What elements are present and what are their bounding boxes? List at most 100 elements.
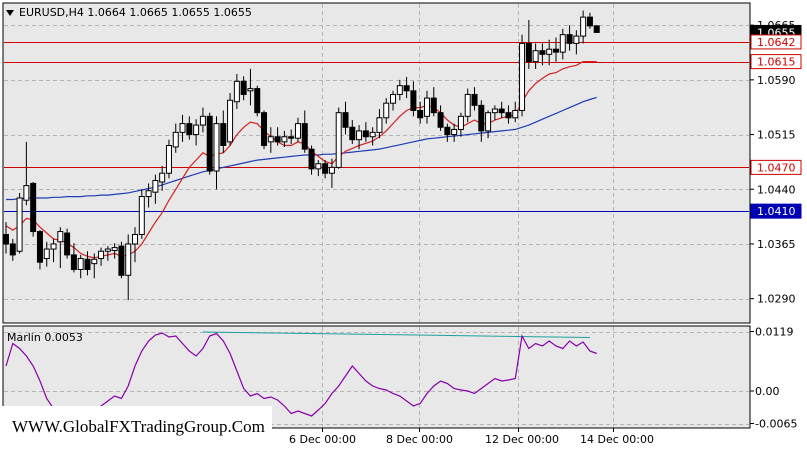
price-label-box [750, 159, 802, 175]
bullish-candle-body [138, 196, 145, 235]
bullish-candle-body [145, 190, 152, 198]
price-label-text: 1.0410 [757, 205, 796, 218]
candle [70, 243, 77, 273]
bearish-candle-body [525, 42, 532, 63]
bearish-candle-body [322, 163, 329, 174]
candle [485, 110, 492, 139]
candle [294, 117, 301, 142]
bullish-candle-body [294, 123, 301, 139]
price-tick-label: 1.0515 [757, 129, 796, 142]
candles [3, 10, 600, 301]
candle [491, 105, 498, 120]
bullish-candle-body [491, 108, 498, 114]
price-label-red: 1.0615 [750, 54, 802, 70]
bullish-candle-body [369, 131, 376, 138]
ohlc-values: 1.0664 1.0665 1.0655 1.0655 [87, 6, 251, 19]
bearish-candle-body [308, 148, 315, 170]
bullish-candle-body [356, 130, 363, 141]
bullish-candle-body [57, 231, 64, 243]
candle [199, 107, 206, 133]
candle [546, 39, 553, 66]
candle [179, 114, 186, 142]
bullish-candle-body [532, 50, 539, 63]
indicator-tick-label: 0.0119 [755, 326, 794, 339]
bullish-candle-body [376, 117, 383, 133]
time-axis: 6 Dec 00:00 8 Dec 00:00 12 Dec 00:00 14 Dec… [289, 428, 654, 446]
candle [451, 123, 458, 142]
bullish-candle-body [98, 250, 105, 260]
bearish-candle-body [84, 258, 91, 270]
bearish-candle-body [471, 93, 478, 106]
candle [206, 112, 213, 175]
bullish-candle-body [390, 93, 397, 104]
watermark-background [0, 406, 272, 452]
bearish-candle-body [539, 50, 546, 55]
bullish-candle-body [172, 131, 179, 148]
indicator-label: Marlin 0.0053 [7, 331, 83, 344]
fast-moving-average-line [5, 60, 597, 259]
bullish-candle-body [43, 248, 50, 260]
bullish-candle-body [179, 123, 186, 133]
candle [172, 123, 179, 153]
candle [383, 98, 390, 124]
bearish-candle-body [118, 245, 125, 276]
bearish-candle-body [30, 182, 37, 233]
price-tick-label: 1.0440 [757, 183, 796, 196]
bullish-candle-body [247, 88, 254, 92]
bearish-candle-body [288, 136, 295, 139]
bullish-candle-body [233, 80, 240, 103]
bullish-candle-body [573, 35, 580, 44]
moving-averages [5, 60, 597, 259]
price-label-blue: 1.0410 [750, 203, 802, 219]
candle [118, 241, 125, 279]
candle [111, 243, 118, 259]
indicator-tick-label: 0.00 [755, 385, 780, 398]
candle [464, 88, 471, 123]
candle [288, 129, 295, 145]
dropdown-triangle-icon[interactable] [6, 10, 14, 16]
bearish-candle-body [498, 108, 505, 114]
bullish-candle-body [559, 34, 566, 53]
candle [471, 87, 478, 111]
candle [532, 43, 539, 69]
bullish-candle-body [423, 97, 430, 117]
bullish-candle-body [512, 109, 519, 119]
candle [138, 189, 145, 239]
bearish-candle-body [586, 16, 593, 27]
bullish-candle-body [464, 93, 471, 117]
slow-moving-average-line [6, 96, 597, 201]
candle [369, 127, 376, 146]
marlin-line [5, 332, 597, 425]
main-pane[interactable] [3, 3, 750, 323]
horizontal-levels [4, 42, 749, 212]
bullish-candle-body [104, 248, 111, 252]
candle [91, 253, 98, 279]
bullish-candle-body [267, 136, 274, 143]
candle [240, 76, 247, 101]
candle [57, 227, 64, 269]
bearish-candle-body [220, 123, 227, 146]
bullish-candle-body [132, 233, 139, 245]
candle [519, 34, 526, 117]
bullish-candle-body [315, 163, 322, 170]
bearish-candle-body [301, 123, 308, 150]
bullish-candle-body [165, 144, 172, 174]
price-label-text: 1.0642 [757, 36, 796, 49]
bearish-candle-body [552, 48, 559, 53]
candle [30, 181, 37, 237]
candle [396, 79, 403, 101]
candle [64, 228, 71, 259]
candle [322, 160, 329, 179]
bullish-candle-body [485, 112, 492, 132]
bearish-candle-body [206, 115, 213, 172]
candle [165, 139, 172, 179]
candle [186, 116, 193, 140]
candle [376, 109, 383, 139]
candle [539, 43, 546, 66]
bullish-candle-body [111, 247, 118, 252]
candle [281, 130, 288, 147]
signal-line [202, 331, 590, 338]
indicator-axis: 0.0119 0.00 -0.0065 [750, 326, 797, 431]
